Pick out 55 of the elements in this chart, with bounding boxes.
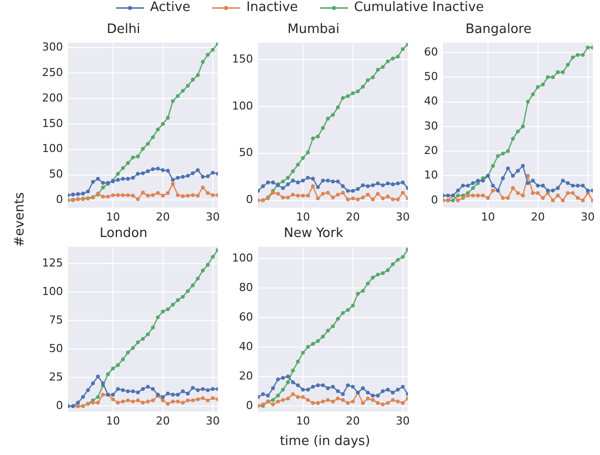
y-tick-label: 60	[424, 45, 438, 58]
y-tick-label: 30	[424, 119, 438, 132]
y-tick-label: 50	[49, 342, 63, 355]
chart-title: London	[100, 226, 148, 242]
y-tick-label: 50	[239, 146, 253, 160]
legend-label: Cumulative Inactive	[354, 0, 484, 15]
y-tick-label: 50	[424, 70, 438, 83]
legend-label: Inactive	[246, 0, 298, 15]
x-tick-label: 30	[206, 414, 220, 428]
y-tick-label: 100	[232, 251, 253, 264]
y-tick-label: 25	[49, 370, 63, 384]
x-tick-label: 30	[396, 414, 410, 428]
y-tick-label: 150	[232, 52, 253, 66]
y-tick-label: 40	[239, 340, 253, 353]
x-tick-label: 20	[530, 210, 545, 224]
y-tick-label: 10	[424, 168, 438, 182]
y-tick-label: 200	[42, 91, 63, 104]
chart-title: Delhi	[106, 22, 140, 38]
x-tick-label: 20	[156, 210, 170, 224]
y-tick-label: 100	[42, 285, 63, 298]
x-axis-title: time (in days)	[278, 434, 372, 449]
x-tick-label: 20	[346, 414, 360, 428]
x-tick-label: 10	[296, 414, 310, 428]
y-tick-label: 0	[246, 398, 253, 412]
x-tick-label: 20	[156, 414, 170, 428]
y-tick-label: 60	[239, 310, 253, 324]
y-tick-label: 150	[42, 116, 63, 130]
y-tick-label: 250	[42, 66, 63, 79]
chart-title: Bangalore	[466, 22, 532, 38]
y-tick-label: 0	[56, 193, 63, 206]
x-tick-label: 30	[396, 210, 410, 224]
x-tick-label: 30	[580, 210, 595, 224]
y-tick-label: 0	[246, 193, 253, 206]
y-tick-label: 75	[49, 314, 63, 327]
y-axis-title: #events	[12, 191, 28, 249]
y-tick-label: 100	[42, 142, 63, 156]
y-tick-label: 0	[56, 398, 63, 412]
y-tick-label: 0	[431, 193, 438, 206]
x-tick-label: 20	[346, 210, 360, 224]
y-tick-label: 20	[239, 369, 253, 382]
chart-title: Mumbai	[288, 22, 340, 38]
y-tick-label: 40	[424, 94, 438, 108]
y-tick-label: 50	[49, 168, 63, 181]
chart-title: New York	[284, 226, 344, 242]
legend-label: Active	[150, 0, 190, 15]
y-tick-label: 125	[42, 256, 63, 270]
x-tick-label: 10	[106, 210, 120, 224]
y-tick-label: 20	[424, 144, 438, 157]
x-tick-label: 30	[206, 210, 220, 224]
y-tick-label: 300	[42, 40, 63, 54]
y-tick-label: 100	[232, 99, 253, 112]
x-tick-label: 10	[480, 210, 495, 224]
y-tick-label: 80	[239, 280, 253, 294]
x-tick-label: 10	[296, 210, 310, 224]
x-tick-label: 10	[106, 414, 120, 428]
